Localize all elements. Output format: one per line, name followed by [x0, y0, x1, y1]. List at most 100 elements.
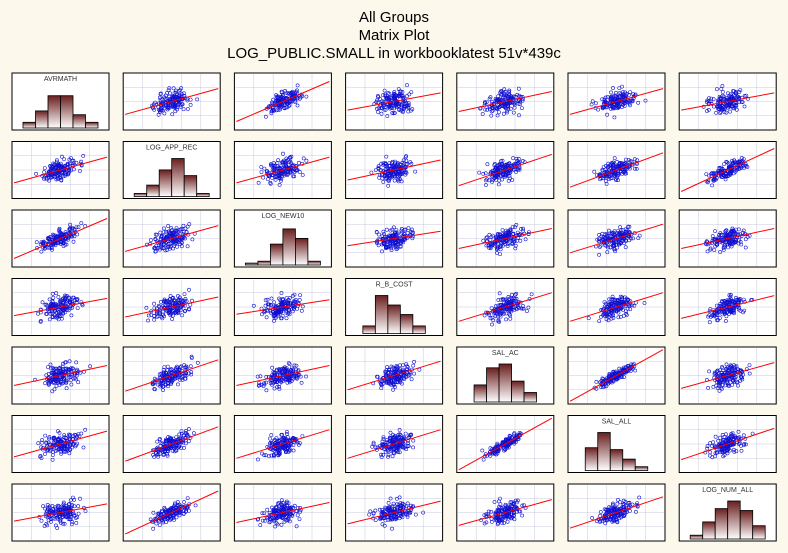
- histogram-panel-r_b_cost: R_B_COST: [345, 278, 444, 336]
- chart-titles: All Groups Matrix Plot LOG_PUBLIC.SMALL …: [0, 9, 788, 63]
- data-point: [287, 103, 292, 108]
- data-point: [727, 104, 732, 108]
- data-point: [484, 100, 489, 105]
- data-point: [379, 161, 384, 166]
- data-point: [387, 96, 392, 100]
- data-point: [406, 109, 411, 114]
- data-point: [499, 89, 504, 94]
- data-point: [277, 182, 282, 187]
- data-point: [605, 105, 609, 110]
- data-point: [278, 178, 283, 183]
- data-point: [482, 100, 487, 105]
- data-point: [502, 102, 507, 107]
- data-point: [289, 154, 294, 159]
- data-point: [275, 166, 280, 171]
- histogram-bar: [523, 392, 537, 403]
- histogram-panel-log_new10: LOG_NEW10: [233, 209, 332, 268]
- histogram-bar: [362, 325, 376, 334]
- data-point: [66, 171, 71, 176]
- histogram-bar: [374, 295, 389, 334]
- data-point: [383, 161, 388, 165]
- data-point: [504, 94, 508, 99]
- data-point: [74, 160, 79, 165]
- data-point: [304, 94, 309, 99]
- variable-label: LOG_APP_REC: [146, 145, 197, 152]
- data-point: [292, 170, 297, 175]
- histogram-bar: [85, 121, 99, 129]
- data-point: [387, 161, 392, 166]
- data-point: [623, 90, 628, 95]
- data-point: [742, 104, 747, 109]
- data-point: [55, 163, 60, 168]
- data-point: [304, 158, 309, 163]
- data-point: [612, 93, 617, 98]
- data-point: [382, 88, 387, 93]
- data-point: [620, 105, 625, 109]
- data-point: [507, 88, 512, 93]
- data-point: [81, 153, 86, 158]
- data-point: [507, 90, 512, 94]
- data-point: [300, 173, 305, 177]
- data-point: [399, 162, 404, 167]
- data-point: [282, 105, 287, 110]
- scatter-panel: [11, 141, 110, 199]
- scatter-panel: [567, 346, 666, 405]
- data-point: [520, 98, 525, 103]
- data-point: [628, 103, 632, 108]
- data-point: [719, 107, 724, 112]
- data-point: [721, 96, 726, 101]
- fit-line: [681, 92, 775, 111]
- data-point: [65, 172, 70, 177]
- data-point: [374, 106, 379, 111]
- data-point: [611, 86, 615, 90]
- data-point: [413, 169, 418, 174]
- data-point: [612, 106, 617, 111]
- data-point: [499, 104, 504, 108]
- data-point: [286, 172, 290, 177]
- data-point: [517, 113, 521, 118]
- data-point: [285, 101, 290, 106]
- data-point: [273, 174, 278, 178]
- histogram-panel-log_app_rec: LOG_APP_REC: [122, 141, 221, 199]
- data-point: [70, 158, 75, 163]
- data-point: [505, 110, 510, 115]
- data-point: [392, 94, 397, 98]
- data-point: [717, 103, 721, 108]
- data-point: [732, 104, 737, 109]
- data-point: [614, 90, 618, 95]
- data-point: [159, 103, 164, 108]
- data-point: [609, 90, 613, 95]
- data-point: [376, 95, 381, 100]
- histogram-bar: [22, 121, 36, 129]
- scatter-panel: [233, 278, 332, 336]
- scatter-panel: [345, 141, 444, 199]
- data-point: [392, 103, 397, 108]
- data-point: [166, 103, 171, 108]
- data-point: [401, 95, 406, 100]
- data-point: [725, 103, 730, 107]
- data-point: [269, 163, 274, 168]
- data-point: [263, 114, 268, 119]
- data-point: [718, 111, 723, 116]
- histogram-bar: [196, 193, 210, 197]
- data-point: [508, 95, 512, 100]
- data-point: [171, 86, 176, 91]
- histogram-bar: [133, 193, 148, 197]
- data-point: [511, 110, 516, 115]
- data-point: [295, 83, 300, 88]
- histogram-bar: [171, 158, 185, 197]
- data-point: [158, 91, 163, 96]
- scatter-panel: [11, 209, 110, 268]
- variable-label: SAL_AC: [492, 350, 519, 357]
- data-point: [381, 162, 386, 167]
- scatter-panel: [456, 141, 555, 199]
- data-point: [181, 107, 186, 112]
- data-point: [480, 112, 485, 116]
- data-point: [405, 83, 409, 88]
- fit-line: [347, 92, 441, 111]
- data-point: [276, 94, 281, 99]
- data-point: [725, 96, 729, 101]
- data-point: [275, 160, 280, 165]
- data-point: [178, 103, 183, 108]
- histogram-bar: [47, 95, 61, 129]
